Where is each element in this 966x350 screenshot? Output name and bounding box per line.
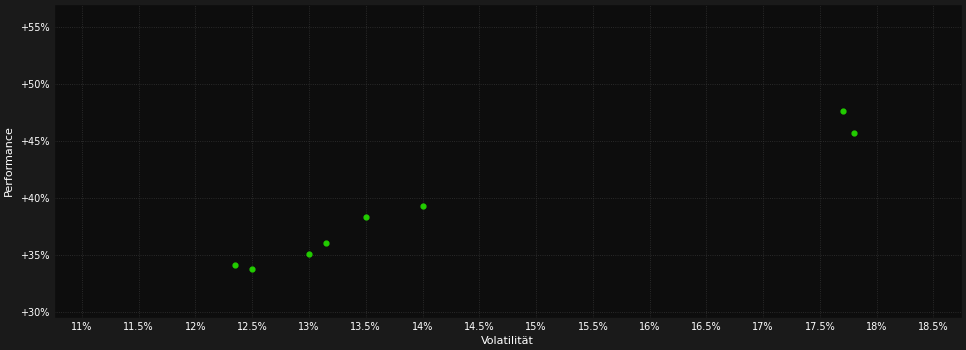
- Point: [846, 130, 862, 136]
- Y-axis label: Performance: Performance: [4, 125, 14, 196]
- Point: [414, 203, 430, 209]
- Point: [358, 215, 374, 220]
- Point: [835, 108, 850, 114]
- Point: [244, 266, 260, 271]
- X-axis label: Volatilität: Volatilität: [481, 336, 534, 346]
- Point: [318, 241, 333, 246]
- Point: [227, 262, 242, 268]
- Point: [301, 251, 317, 257]
